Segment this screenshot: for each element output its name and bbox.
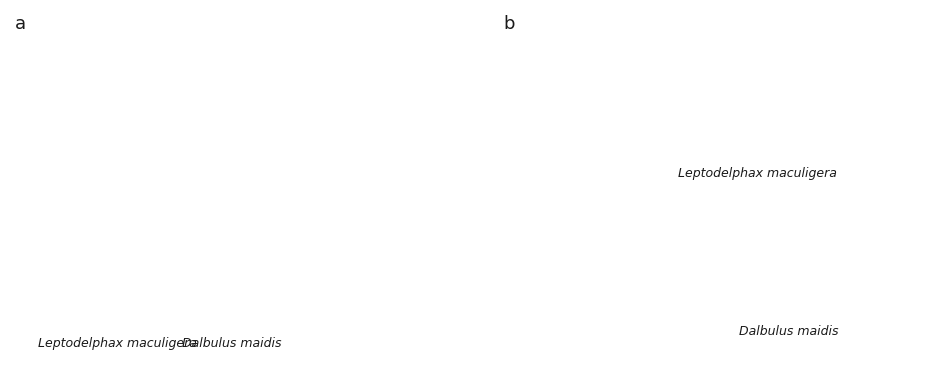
Text: a: a [14,15,26,33]
Text: Dalbulus maidis: Dalbulus maidis [739,325,839,338]
Text: Leptodelphax maculigera: Leptodelphax maculigera [38,337,197,350]
Text: Dalbulus maidis: Dalbulus maidis [183,337,282,350]
Text: Leptodelphax maculigera: Leptodelphax maculigera [678,167,837,180]
Text: b: b [504,15,515,33]
